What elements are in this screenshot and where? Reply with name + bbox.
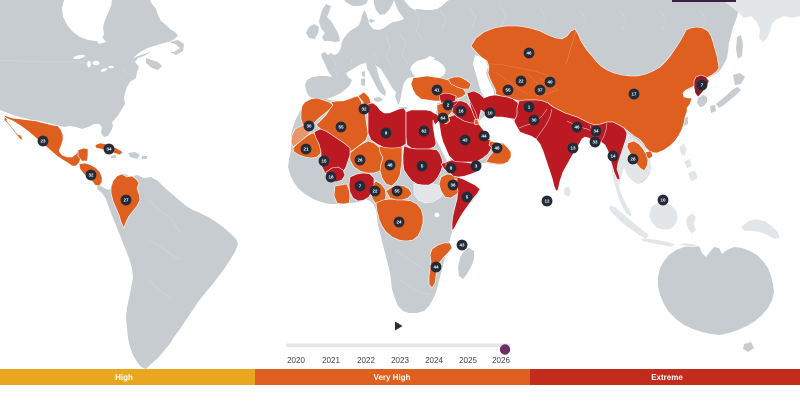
svg-text:30: 30 (306, 124, 312, 129)
svg-text:3: 3 (475, 164, 478, 169)
svg-text:10: 10 (487, 111, 493, 116)
svg-text:44: 44 (433, 265, 439, 270)
svg-text:12: 12 (544, 199, 550, 204)
svg-text:2024: 2024 (425, 356, 443, 365)
svg-text:High: High (115, 373, 133, 382)
svg-text:43: 43 (462, 138, 468, 143)
svg-text:18: 18 (328, 175, 334, 180)
svg-text:43: 43 (459, 243, 465, 248)
svg-text:21: 21 (303, 147, 309, 152)
svg-text:Extreme: Extreme (651, 373, 683, 382)
svg-text:33: 33 (592, 140, 598, 145)
svg-text:27: 27 (123, 198, 129, 203)
svg-text:10: 10 (660, 198, 666, 203)
svg-text:28: 28 (630, 157, 636, 162)
svg-text:17: 17 (631, 92, 637, 97)
svg-text:36: 36 (450, 183, 456, 188)
svg-text:24: 24 (396, 220, 402, 225)
svg-text:22: 22 (518, 79, 524, 84)
svg-text:15: 15 (321, 159, 327, 164)
svg-text:7: 7 (359, 184, 362, 189)
svg-text:30: 30 (531, 118, 537, 123)
svg-text:5: 5 (421, 164, 424, 169)
svg-text:2: 2 (447, 103, 450, 108)
svg-text:13: 13 (570, 146, 576, 151)
svg-text:9: 9 (385, 131, 388, 136)
svg-text:2020: 2020 (287, 356, 305, 365)
svg-text:14: 14 (610, 154, 616, 159)
svg-text:2021: 2021 (322, 356, 340, 365)
svg-text:7: 7 (701, 83, 704, 88)
svg-text:55: 55 (394, 189, 400, 194)
svg-text:46: 46 (574, 125, 580, 130)
svg-text:34: 34 (593, 129, 599, 134)
svg-text:22: 22 (372, 189, 378, 194)
svg-text:8: 8 (450, 166, 453, 171)
svg-text:34: 34 (106, 147, 112, 152)
svg-text:26: 26 (357, 158, 363, 163)
svg-text:48: 48 (387, 163, 393, 168)
svg-text:16: 16 (458, 109, 464, 114)
svg-text:55: 55 (338, 125, 344, 130)
svg-text:48: 48 (494, 146, 500, 151)
svg-text:64: 64 (440, 116, 446, 121)
svg-text:2026: 2026 (492, 356, 510, 365)
svg-text:23: 23 (40, 139, 46, 144)
svg-text:32: 32 (88, 173, 94, 178)
svg-text:5: 5 (466, 195, 469, 200)
svg-text:37: 37 (537, 88, 543, 93)
svg-text:41: 41 (434, 88, 440, 93)
svg-text:1: 1 (528, 105, 531, 110)
svg-text:44: 44 (481, 134, 487, 139)
svg-text:46: 46 (526, 51, 532, 56)
svg-text:62: 62 (421, 129, 427, 134)
svg-text:32: 32 (361, 107, 367, 112)
svg-text:Very High: Very High (374, 373, 411, 382)
svg-text:2022: 2022 (357, 356, 375, 365)
svg-text:2025: 2025 (459, 356, 477, 365)
svg-text:40: 40 (547, 80, 553, 85)
svg-text:2023: 2023 (391, 356, 409, 365)
svg-text:55: 55 (505, 88, 511, 93)
